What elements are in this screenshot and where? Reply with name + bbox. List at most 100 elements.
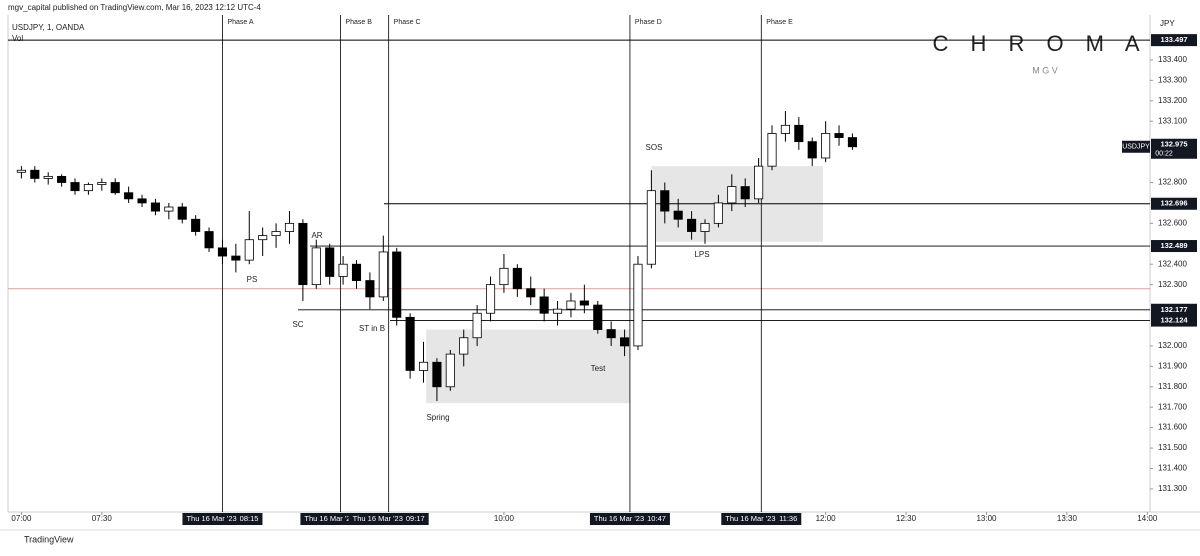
candle-body — [459, 337, 469, 355]
candle-body — [512, 267, 522, 290]
candle-body — [673, 210, 683, 220]
y-tick-label: 133.300 — [1158, 75, 1187, 84]
time-tag-time: 09:17 — [406, 514, 425, 523]
y-tick-label: 131.400 — [1158, 464, 1187, 473]
candle-body — [847, 137, 857, 148]
level-label: 132.124 — [1160, 316, 1188, 325]
candle-body — [16, 169, 26, 173]
candle-body — [150, 202, 160, 212]
annotation: SC — [292, 320, 303, 329]
time-tag-time: 10:47 — [647, 514, 666, 523]
candle-body — [606, 329, 616, 339]
candle-body — [767, 133, 777, 167]
candle-body — [191, 218, 201, 232]
time-tag-date: Thu 16 Mar '23 — [186, 514, 236, 523]
candle-body — [620, 337, 630, 347]
candle-body — [110, 182, 120, 194]
phase-label: Phase C — [394, 19, 421, 26]
candle-body — [217, 247, 228, 257]
phase-label: Phase A — [227, 19, 253, 26]
brand: C H R O M A — [932, 31, 1147, 56]
candle-body — [593, 304, 603, 330]
candle-body — [432, 361, 442, 388]
candle-body — [445, 353, 455, 388]
level-label: 132.696 — [1160, 199, 1187, 208]
candle-body — [392, 251, 402, 318]
time-tag-time: 08:15 — [240, 514, 259, 523]
candle-body — [740, 186, 750, 200]
publisher: mgv_capital published on TradingView.com… — [8, 3, 261, 12]
candle-body — [633, 263, 643, 347]
level-tag — [1151, 314, 1197, 327]
x-tick-label: 10:00 — [494, 514, 515, 523]
candle-body — [365, 280, 375, 298]
y-tick-label: 132.300 — [1158, 280, 1187, 289]
candle-body — [566, 300, 576, 310]
candle-body — [137, 198, 147, 204]
candle-body — [405, 316, 415, 371]
level-tag — [1151, 303, 1197, 316]
candle-body — [351, 263, 362, 281]
countdown: 00:22 — [1155, 151, 1173, 158]
candle-body — [298, 222, 308, 286]
candle-body — [258, 235, 268, 241]
level-tag — [1151, 34, 1197, 47]
phase-label: Phase B — [345, 19, 372, 26]
level-label: 133.497 — [1160, 35, 1187, 44]
candle-body — [485, 284, 496, 314]
annotation: Test — [591, 364, 606, 373]
x-tick-label: 12:00 — [816, 514, 837, 523]
candle-body — [57, 175, 67, 183]
y-tick-label: 133.100 — [1158, 116, 1187, 125]
currency: JPY — [1160, 19, 1175, 28]
y-tick-label: 132.000 — [1158, 341, 1187, 350]
y-tick-label: 131.500 — [1158, 443, 1187, 452]
candle-body — [418, 361, 429, 371]
y-tick-label: 131.700 — [1158, 402, 1187, 411]
x-tick-label: 07:30 — [92, 514, 113, 523]
time-tag-time: 11:36 — [779, 514, 797, 523]
time-tag-date: Thu 16 Mar '23 — [725, 514, 775, 523]
annotation: SOS — [646, 143, 663, 152]
last-price: 132.975 — [1160, 140, 1187, 149]
price-tag — [1151, 138, 1197, 159]
level-label: 132.177 — [1160, 305, 1187, 314]
candle-body — [70, 182, 80, 192]
x-tick-label: 07:00 — [11, 514, 32, 523]
y-tick-label: 132.400 — [1158, 259, 1187, 268]
candle-body — [177, 206, 187, 220]
level-tag — [1151, 197, 1197, 210]
annotation: PS — [247, 275, 258, 284]
candle-body — [204, 231, 214, 249]
volume-label: Vol — [12, 34, 23, 43]
phase-label: Phase D — [635, 19, 662, 26]
candle-body — [687, 218, 697, 232]
candle-body — [30, 169, 40, 179]
chart-title: USDJPY, 1, OANDA — [12, 23, 85, 32]
time-tag-date: Thu 16 Mar '2 — [304, 514, 350, 523]
candle-body — [325, 247, 335, 277]
candle-body — [821, 133, 831, 159]
candle-body — [244, 239, 254, 261]
candle-body — [378, 251, 388, 298]
candle-body — [646, 190, 656, 265]
candle-body — [124, 192, 134, 200]
candle-body — [754, 165, 764, 200]
brand-sub: M G V — [1032, 65, 1058, 75]
time-tag-date: Thu 16 Mar '23 — [353, 514, 403, 523]
time-tag — [589, 513, 670, 525]
candle-body — [472, 312, 482, 339]
y-tick-label: 131.800 — [1158, 382, 1187, 391]
candle-body — [311, 247, 321, 286]
level-label: 132.489 — [1160, 241, 1187, 250]
annotation: LPS — [694, 250, 709, 259]
y-tick-label: 131.900 — [1158, 361, 1187, 370]
y-tick-label: 131.600 — [1158, 423, 1187, 432]
candle-body — [526, 288, 536, 298]
candle-body — [284, 222, 295, 232]
candle-body — [539, 296, 549, 314]
candle-body — [700, 222, 710, 232]
annotation: ST in B — [359, 324, 385, 333]
